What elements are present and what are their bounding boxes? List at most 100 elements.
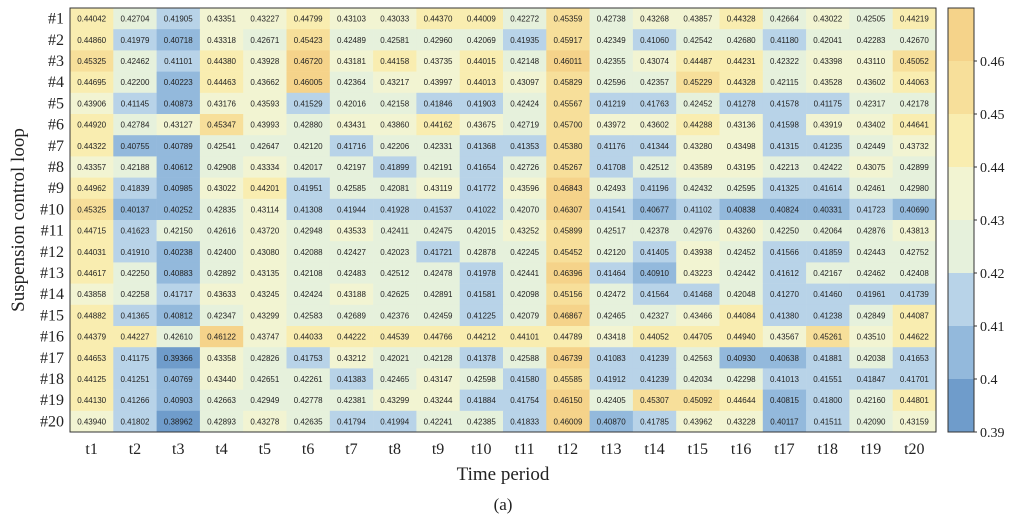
heatmap-cell (156, 198, 201, 221)
cell-value-label: 0.41881 (813, 354, 842, 363)
heatmap-cell (459, 50, 504, 72)
cell-value-label: 0.43260 (727, 227, 756, 236)
heatmap-cells: 0.44042 0.42704 0.41905 0.43351 0.43227 0.447… (70, 8, 937, 433)
cell-value-label: 0.46396 (553, 269, 582, 278)
heatmap-cell (70, 177, 114, 200)
colorbar-band (948, 379, 974, 432)
heatmap-cell (329, 71, 374, 94)
heatmap-cell (416, 50, 460, 72)
heatmap-cell (70, 135, 114, 157)
heatmap-cell (329, 8, 374, 30)
heatmap-cell (416, 347, 460, 369)
heatmap-cell (459, 304, 504, 327)
cell-value-label: 0.41365 (120, 311, 149, 320)
cell-value-label: 0.41176 (597, 142, 626, 151)
cell-value-label: 0.42422 (813, 163, 842, 172)
cell-value-label: 0.43119 (424, 184, 453, 193)
heatmap-cell (762, 29, 807, 51)
cell-value-label: 0.41994 (380, 417, 409, 426)
heatmap-cell (113, 326, 157, 348)
heatmap-cell (373, 389, 417, 412)
cell-value-label: 0.46005 (294, 78, 323, 87)
cell-value-label: 0.40755 (120, 142, 149, 151)
heatmap-cell (762, 71, 807, 94)
cell-value-label: 0.43114 (251, 205, 280, 214)
cell-value-label: 0.42585 (337, 184, 366, 193)
heatmap-cell (113, 114, 157, 136)
cell-value-label: 0.43919 (813, 121, 842, 130)
cell-value-label: 0.46011 (554, 57, 583, 66)
heatmap-cell (70, 220, 114, 242)
cell-value-label: 0.43431 (337, 121, 366, 130)
cell-value-label: 0.41270 (770, 290, 799, 299)
heatmap-cell (329, 283, 374, 306)
cell-value-label: 0.41612 (770, 269, 799, 278)
cell-value-label: 0.43022 (207, 184, 236, 193)
cell-value-label: 0.43103 (337, 15, 366, 24)
cell-value-label: 0.43357 (77, 163, 106, 172)
cell-value-label: 0.42206 (380, 142, 409, 151)
cell-value-label: 0.43280 (683, 142, 712, 151)
heatmap-cell (156, 262, 201, 284)
heatmap-cell (632, 198, 677, 221)
cell-value-label: 0.44766 (424, 333, 453, 342)
y-tick-label: #1 (48, 11, 64, 28)
cell-value-label: 0.41899 (380, 163, 409, 172)
heatmap-cell (849, 198, 893, 221)
cell-value-label: 0.42272 (510, 15, 539, 24)
cell-value-label: 0.42899 (900, 163, 929, 172)
cell-value-label: 0.42581 (380, 36, 409, 45)
cell-value-label: 0.42115 (770, 78, 799, 87)
heatmap-cell (329, 29, 374, 51)
heatmap-cell (806, 50, 850, 72)
cell-value-label: 0.44212 (467, 333, 496, 342)
cell-value-label: 0.40903 (164, 396, 193, 405)
cell-value-label: 0.41175 (121, 354, 150, 363)
heatmap-cell (329, 410, 374, 433)
heatmap-cell (199, 29, 244, 51)
cell-value-label: 0.44940 (727, 333, 756, 342)
heatmap-cell (849, 220, 893, 242)
heatmap-cell (762, 410, 807, 433)
cell-value-label: 0.45359 (553, 15, 582, 24)
cell-value-label: 0.43334 (250, 163, 279, 172)
colorbar (947, 7, 975, 433)
heatmap-cell (719, 389, 764, 412)
heatmap-cell (892, 368, 937, 390)
heatmap-cell (892, 241, 937, 263)
heatmap-cell (589, 8, 634, 30)
heatmap-cell (199, 135, 244, 157)
heatmap-cell (113, 29, 157, 51)
cell-value-label: 0.42878 (467, 248, 496, 257)
heatmap-cell (459, 368, 504, 390)
heatmap-cell (762, 304, 807, 327)
cell-value-label: 0.43593 (250, 99, 279, 108)
cell-value-label: 0.42038 (857, 354, 886, 363)
cell-value-label: 0.41785 (640, 417, 669, 426)
heatmap-cell (113, 71, 157, 94)
cell-value-label: 0.41884 (467, 396, 496, 405)
heatmap-cell (719, 220, 764, 242)
cell-value-label: 0.41772 (467, 184, 496, 193)
cell-value-label: 0.41251 (120, 375, 149, 384)
cell-value-label: 0.42441 (510, 269, 539, 278)
heatmap-cell (416, 410, 460, 433)
cell-value-label: 0.43858 (77, 290, 106, 299)
cell-value-label: 0.43136 (727, 121, 756, 130)
heatmap-cell (719, 50, 764, 72)
cell-value-label: 0.43268 (640, 15, 669, 24)
cell-value-label: 0.42726 (510, 163, 539, 172)
heatmap-cell (373, 114, 417, 136)
heatmap-cell (199, 262, 244, 284)
heatmap-cell (459, 262, 504, 284)
heatmap-cell (113, 410, 157, 433)
heatmap-cell (113, 241, 157, 263)
cell-value-label: 0.43135 (250, 269, 279, 278)
heatmap-cell (589, 198, 634, 221)
heatmap-cell (459, 156, 504, 178)
cell-value-label: 0.41903 (467, 99, 496, 108)
heatmap-cell (589, 156, 634, 178)
cell-value-label: 0.42017 (294, 163, 323, 172)
heatmap-cell (719, 410, 764, 433)
